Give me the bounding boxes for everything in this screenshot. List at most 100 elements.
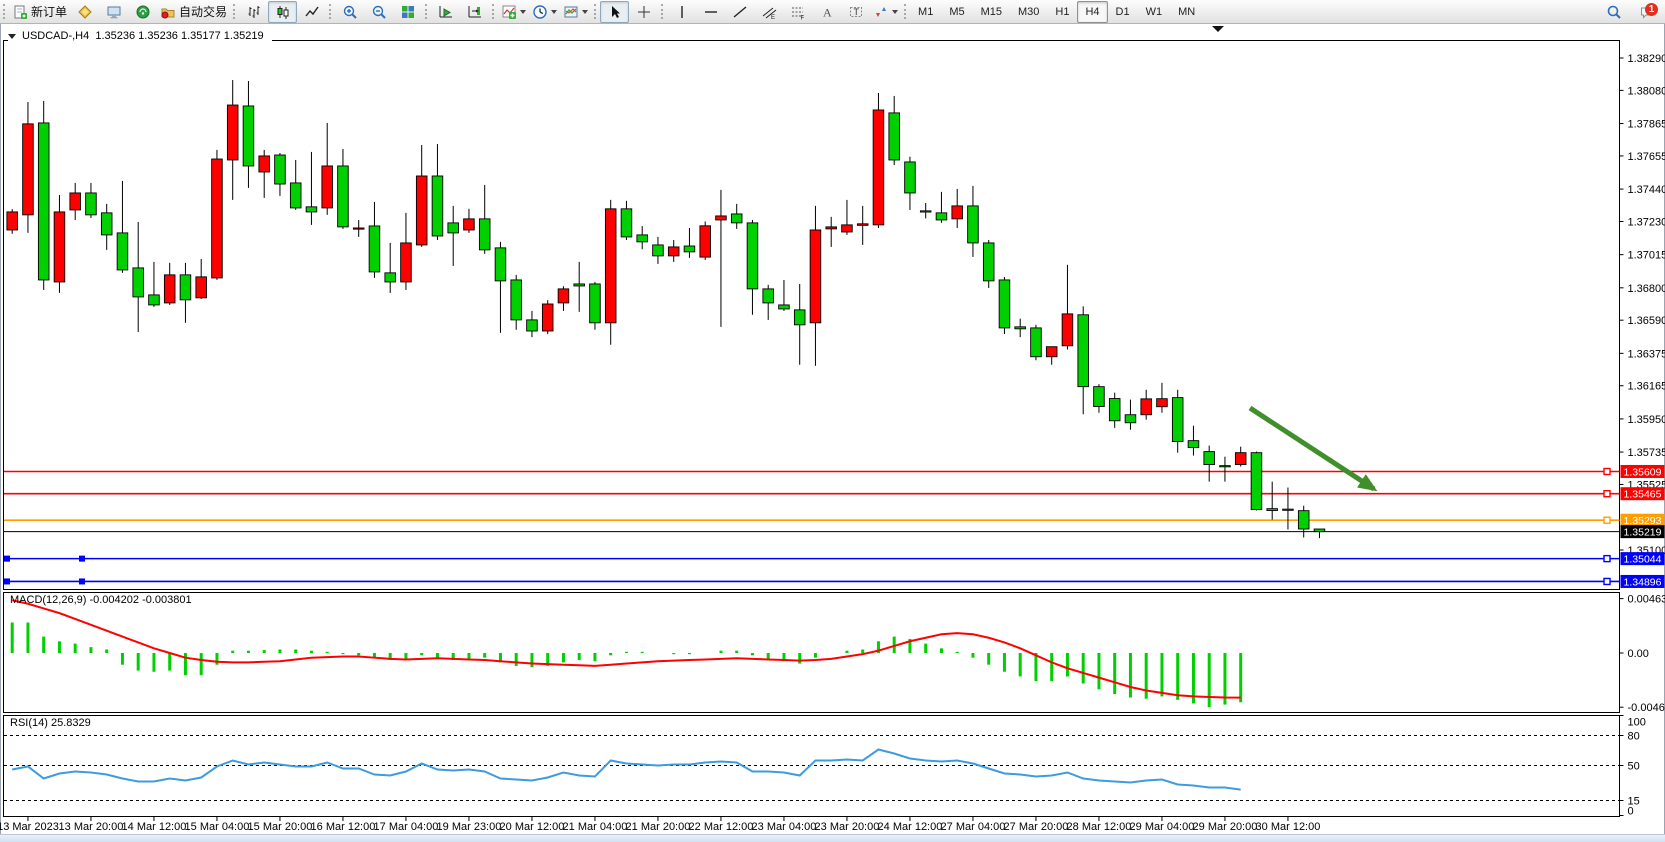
toolbar-grip[interactable] xyxy=(329,4,331,19)
toolbar-grip[interactable] xyxy=(661,4,663,19)
hline-icon xyxy=(703,4,719,20)
chart-shift-icon xyxy=(467,4,483,20)
svg-text:50: 50 xyxy=(1628,761,1640,773)
vertical-line-button[interactable] xyxy=(667,1,696,23)
svg-text:17 Mar 04:00: 17 Mar 04:00 xyxy=(374,821,439,833)
auto-trading-button[interactable]: 自动交易 xyxy=(157,1,230,23)
toolbar-grip[interactable] xyxy=(904,4,906,19)
svg-text:22 Mar 12:00: 22 Mar 12:00 xyxy=(689,821,754,833)
zoom-in-icon xyxy=(342,4,358,20)
timeframe-h4-button[interactable]: H4 xyxy=(1077,1,1107,23)
svg-text:29 Mar 20:00: 29 Mar 20:00 xyxy=(1193,821,1258,833)
chevron-down-icon[interactable] xyxy=(551,10,557,14)
search-button[interactable] xyxy=(1599,1,1628,23)
tile-windows-icon xyxy=(400,4,416,20)
horizontal-line-button[interactable] xyxy=(696,1,725,23)
trendline-button[interactable] xyxy=(725,1,754,23)
zoom-out-button[interactable] xyxy=(364,1,393,23)
price-axis: 1.382901.380801.378651.376551.374401.372… xyxy=(1620,53,1665,557)
crosshair-button[interactable] xyxy=(629,1,658,23)
chevron-down-icon[interactable] xyxy=(892,10,898,14)
toolbar-grip[interactable] xyxy=(492,4,494,19)
candlestick-chart-button[interactable] xyxy=(268,1,297,23)
signals-icon xyxy=(135,4,151,20)
fibonacci-button[interactable]: F xyxy=(783,1,812,23)
bar-chart-button[interactable] xyxy=(239,1,268,23)
hline-handle xyxy=(1604,517,1610,523)
chevron-down-icon[interactable] xyxy=(582,10,588,14)
text-button[interactable]: A xyxy=(812,1,841,23)
timeframe-mn-button[interactable]: MN xyxy=(1170,1,1203,23)
svg-text:15 Mar 04:00: 15 Mar 04:00 xyxy=(185,821,250,833)
chart-shift-marker[interactable] xyxy=(1212,26,1224,32)
toolbar-grip[interactable] xyxy=(425,4,427,19)
toolbar-group xyxy=(600,1,658,23)
chart-shift-button[interactable] xyxy=(460,1,489,23)
svg-text:24 Mar 12:00: 24 Mar 12:00 xyxy=(878,821,943,833)
arrows-button[interactable] xyxy=(870,1,901,23)
notifications-button[interactable]: 1 xyxy=(1632,1,1661,23)
svg-text:1.36800: 1.36800 xyxy=(1628,283,1665,295)
svg-text:F: F xyxy=(800,15,804,20)
svg-text:14 Mar 12:00: 14 Mar 12:00 xyxy=(122,821,187,833)
chevron-down-icon[interactable] xyxy=(520,10,526,14)
chart-header[interactable]: USDCAD-,H4 1.35236 1.35236 1.35177 1.352… xyxy=(8,29,272,43)
line-chart-button[interactable] xyxy=(297,1,326,23)
new-order-button[interactable]: 新订单 xyxy=(9,1,70,23)
templates-icon xyxy=(563,4,579,20)
svg-text:20 Mar 12:00: 20 Mar 12:00 xyxy=(500,821,565,833)
text-label-button[interactable]: T xyxy=(841,1,870,23)
svg-text:30 Mar 12:00: 30 Mar 12:00 xyxy=(1256,821,1321,833)
signals-button[interactable] xyxy=(128,1,157,23)
svg-text:15 Mar 20:00: 15 Mar 20:00 xyxy=(248,821,313,833)
equidistant-channel-button[interactable]: E xyxy=(754,1,783,23)
toolbar-grip[interactable] xyxy=(594,4,596,19)
collapse-triangle-icon[interactable] xyxy=(8,34,16,39)
hline-handle xyxy=(4,556,10,562)
periods-button[interactable] xyxy=(529,1,560,23)
timeframe-m1-button[interactable]: M1 xyxy=(910,1,941,23)
timeframe-m5-button[interactable]: M5 xyxy=(941,1,972,23)
svg-text:16 Mar 12:00: 16 Mar 12:00 xyxy=(311,821,376,833)
svg-text:19 Mar 23:00: 19 Mar 23:00 xyxy=(437,821,502,833)
svg-text:1.36165: 1.36165 xyxy=(1628,381,1665,393)
tile-windows-button[interactable] xyxy=(393,1,422,23)
cursor-button[interactable] xyxy=(600,1,629,23)
timeframe-h1-button[interactable]: H1 xyxy=(1047,1,1077,23)
history-center-button[interactable] xyxy=(70,1,99,23)
timeframe-m15-button[interactable]: M15 xyxy=(973,1,1010,23)
timeframe-d1-button[interactable]: D1 xyxy=(1108,1,1138,23)
toolbar-grip[interactable] xyxy=(233,4,235,19)
fibo-icon: F xyxy=(790,4,806,20)
vline-icon xyxy=(674,4,690,20)
line-chart-icon xyxy=(304,4,320,20)
auto-scroll-button[interactable] xyxy=(431,1,460,23)
indicators-icon xyxy=(501,4,517,20)
notification-badge: 1 xyxy=(1645,3,1658,16)
templates-button[interactable] xyxy=(560,1,591,23)
search-icon xyxy=(1606,4,1622,20)
indicators-button[interactable] xyxy=(498,1,529,23)
svg-text:1.36590: 1.36590 xyxy=(1628,315,1665,327)
svg-text:1.35044: 1.35044 xyxy=(1624,554,1662,566)
svg-text:1.35465: 1.35465 xyxy=(1624,489,1662,501)
svg-text:1.37865: 1.37865 xyxy=(1628,119,1665,131)
toolbar-grip[interactable] xyxy=(3,4,5,19)
svg-text:13 Mar 2023: 13 Mar 2023 xyxy=(0,821,59,833)
timeframe-w1-button[interactable]: W1 xyxy=(1138,1,1171,23)
label-icon: T xyxy=(848,4,864,20)
svg-text:T: T xyxy=(853,7,859,17)
new-order-label: 新订单 xyxy=(31,3,67,20)
toolbar-group xyxy=(431,1,489,23)
svg-text:E: E xyxy=(771,15,775,20)
channel-icon: E xyxy=(761,4,777,20)
zoom-in-button[interactable] xyxy=(335,1,364,23)
gold-icon xyxy=(77,4,93,20)
svg-text:1.34896: 1.34896 xyxy=(1624,576,1662,588)
text-icon: A xyxy=(819,4,835,20)
timeframe-m30-button[interactable]: M30 xyxy=(1010,1,1047,23)
terminal-button[interactable] xyxy=(99,1,128,23)
toolbar-group xyxy=(498,1,591,23)
